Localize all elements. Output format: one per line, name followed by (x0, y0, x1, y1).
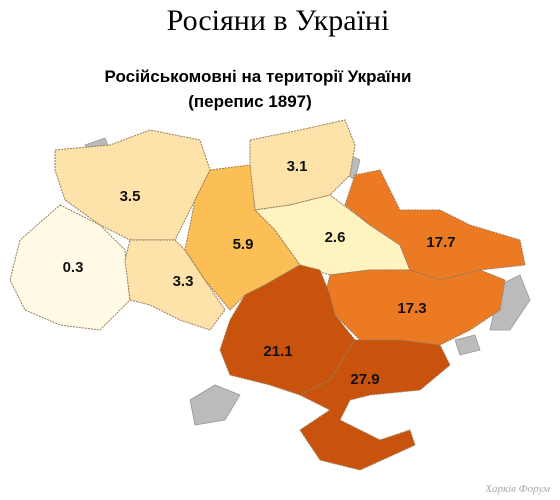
region (124, 239, 226, 331)
region-value: 3.5 (120, 188, 141, 205)
grey-area (189, 384, 241, 426)
subtitle: Російськомовні на території України (105, 67, 412, 86)
region (324, 269, 506, 346)
note: (перепис 1897) (188, 92, 312, 111)
region-value: 3.3 (173, 273, 194, 290)
region-value: 2.6 (325, 229, 346, 246)
region-value: 17.3 (397, 300, 426, 317)
region (344, 169, 526, 281)
region-value: 5.9 (233, 236, 254, 253)
grey-area (454, 334, 481, 356)
region-value: 3.1 (287, 158, 308, 175)
watermark: Харків Форум (484, 483, 550, 495)
region-value: 17.7 (426, 234, 455, 251)
region-value: 21.1 (263, 343, 292, 360)
region (9, 204, 131, 331)
title: Росіяни в Україні (167, 4, 390, 37)
region (298, 339, 451, 471)
region-value: 27.9 (350, 371, 379, 388)
region-value: 0.3 (63, 259, 84, 276)
region (54, 129, 211, 241)
